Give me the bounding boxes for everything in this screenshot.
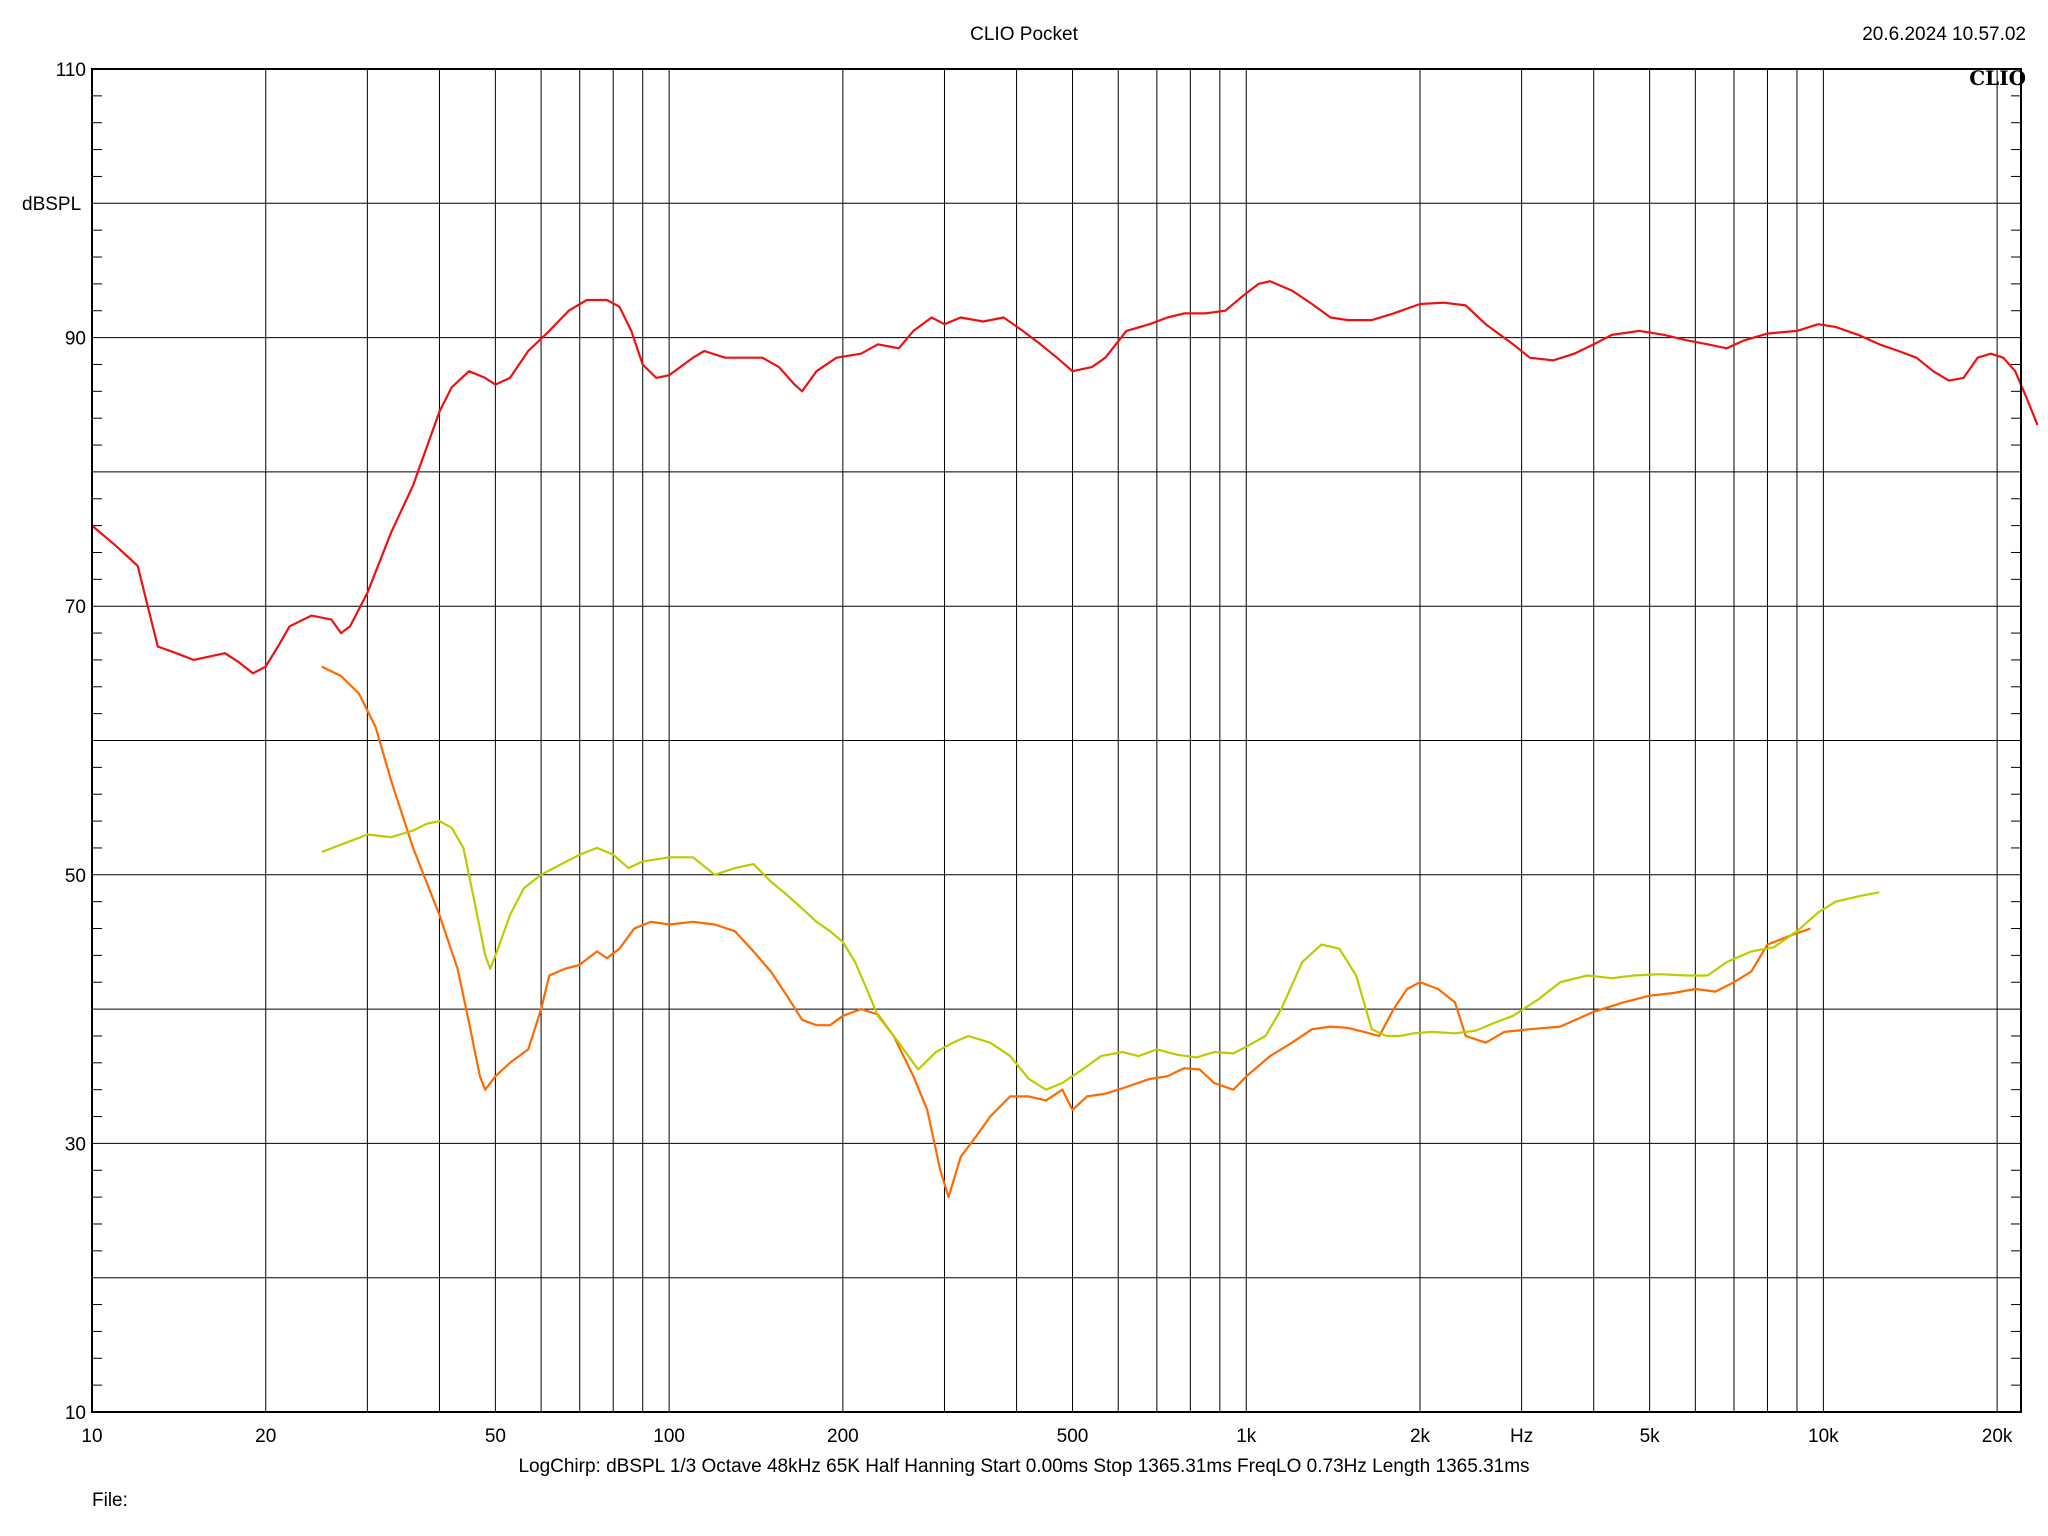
x-tick-label: 20 bbox=[255, 1426, 276, 1447]
series-group bbox=[91, 280, 2039, 1199]
file-label: File: bbox=[92, 1490, 128, 1511]
x-tick-label: 1k bbox=[1236, 1426, 1257, 1447]
x-tick-label: 10k bbox=[1808, 1426, 1839, 1447]
y-tick-label: 90 bbox=[65, 329, 86, 350]
measurement-settings: LogChirp: dBSPL 1/3 Octave 48kHz 65K Hal… bbox=[518, 1456, 1530, 1477]
x-tick-label: 10 bbox=[81, 1426, 102, 1447]
series-line-2 bbox=[321, 665, 1811, 1199]
y-tick-label: 30 bbox=[65, 1134, 86, 1155]
plot-border bbox=[91, 68, 2022, 1413]
x-tick-label: 200 bbox=[827, 1426, 859, 1447]
y-axis-unit-label: dBSPL bbox=[22, 194, 82, 215]
x-tick-label: 5k bbox=[1640, 1426, 1661, 1447]
y-tick-label: 10 bbox=[65, 1403, 86, 1424]
x-tick-label: Hz bbox=[1510, 1426, 1533, 1447]
x-tick-label: 500 bbox=[1057, 1426, 1089, 1447]
chart-title: CLIO Pocket bbox=[970, 24, 1078, 45]
tick-labels: 10 20 50 100 200 500 1k 2k Hz 5k 10k 20k 110 90 70 50 30… bbox=[56, 60, 2013, 1447]
grid bbox=[92, 68, 2021, 1413]
y-tick-label: 50 bbox=[65, 866, 86, 887]
series-line-1 bbox=[91, 280, 2039, 675]
y-tick-label: 70 bbox=[65, 597, 86, 618]
x-tick-label: 2k bbox=[1410, 1426, 1431, 1447]
y-tick-label: 110 bbox=[56, 60, 86, 81]
x-tick-label: 100 bbox=[653, 1426, 685, 1447]
timestamp: 20.6.2024 10.57.02 bbox=[1862, 24, 2026, 45]
x-tick-label: 50 bbox=[485, 1426, 506, 1447]
series-line-3 bbox=[321, 820, 1880, 1091]
x-tick-label: 20k bbox=[1982, 1426, 2013, 1447]
